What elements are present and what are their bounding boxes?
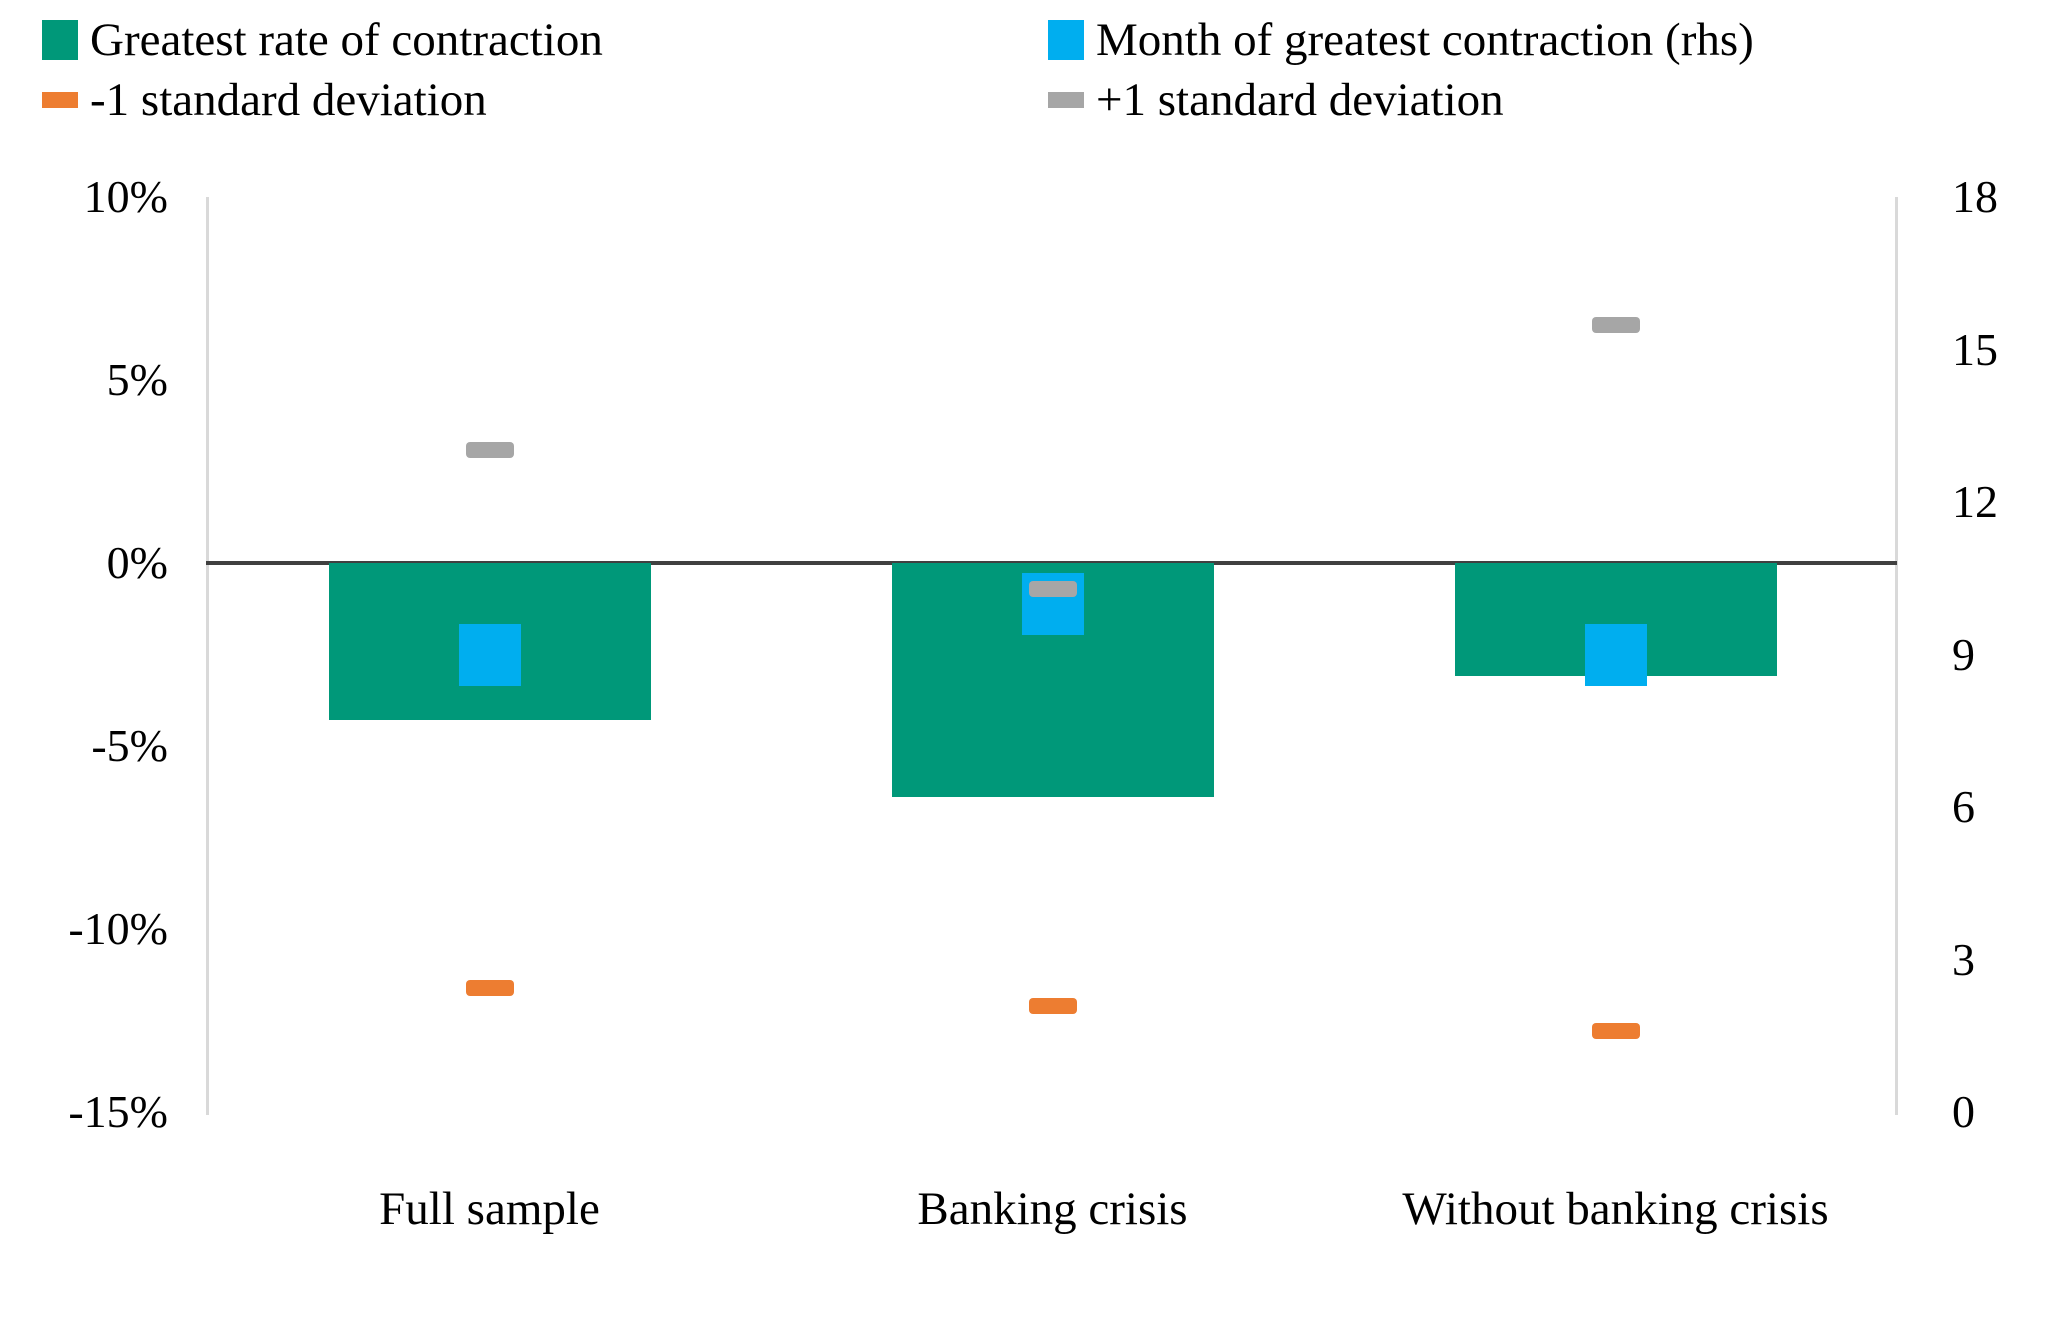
plus1sd-marker: [1591, 317, 1640, 334]
legend-label: +1 standard deviation: [1096, 74, 1504, 126]
y-axis-tick-right: 12: [1952, 476, 1998, 527]
legend-item-plus-1-sd: +1 standard deviation: [1048, 72, 1504, 128]
x-axis-label: Without banking crisis: [1402, 1183, 1829, 1235]
minus1sd-marker: [1028, 997, 1077, 1014]
greatest-rate-legend-swatch: [42, 20, 78, 60]
legend-label: Greatest rate of contraction: [90, 14, 603, 66]
legend-item-greatest-rate: Greatest rate of contraction: [42, 12, 603, 68]
left-axis-line: [206, 197, 209, 1115]
legend-label: Month of greatest contraction (rhs): [1096, 14, 1754, 66]
month-marker: [458, 623, 521, 686]
y-axis-tick-left: 10%: [83, 171, 168, 222]
y-axis-tick-right: 18: [1952, 171, 1998, 222]
minus-1-sd-legend-swatch: [42, 92, 78, 108]
y-axis-tick-right: 15: [1952, 323, 1998, 375]
y-axis-tick-right: 6: [1952, 781, 1975, 832]
month-marker: [1584, 623, 1647, 686]
y-axis-tick-right: 9: [1952, 628, 1975, 680]
y-axis-tick-left: -15%: [68, 1086, 168, 1137]
y-axis-tick-left: -10%: [68, 903, 168, 954]
legend-item-minus-1-sd: -1 standard deviation: [42, 72, 487, 128]
minus1sd-marker: [1591, 1023, 1640, 1040]
minus1sd-marker: [465, 979, 514, 996]
y-axis-tick-left: -5%: [91, 720, 168, 771]
y-axis-tick-left: 5%: [106, 354, 168, 405]
plus1sd-marker: [1028, 580, 1077, 597]
plus-1-sd-legend-swatch: [1048, 92, 1084, 108]
x-axis-label: Full sample: [379, 1183, 600, 1235]
right-axis-line: [1895, 197, 1898, 1115]
plus1sd-marker: [465, 441, 514, 458]
y-axis-tick-right: 3: [1952, 933, 1975, 985]
legend-label: -1 standard deviation: [90, 74, 487, 126]
x-axis-label: Banking crisis: [917, 1183, 1188, 1235]
y-axis-tick-right: 0: [1952, 1086, 1975, 1137]
y-axis-tick-left: 0%: [106, 537, 168, 588]
legend-item-month-of-contraction: Month of greatest contraction (rhs): [1048, 12, 1754, 68]
month-marker-legend-swatch: [1048, 20, 1084, 60]
